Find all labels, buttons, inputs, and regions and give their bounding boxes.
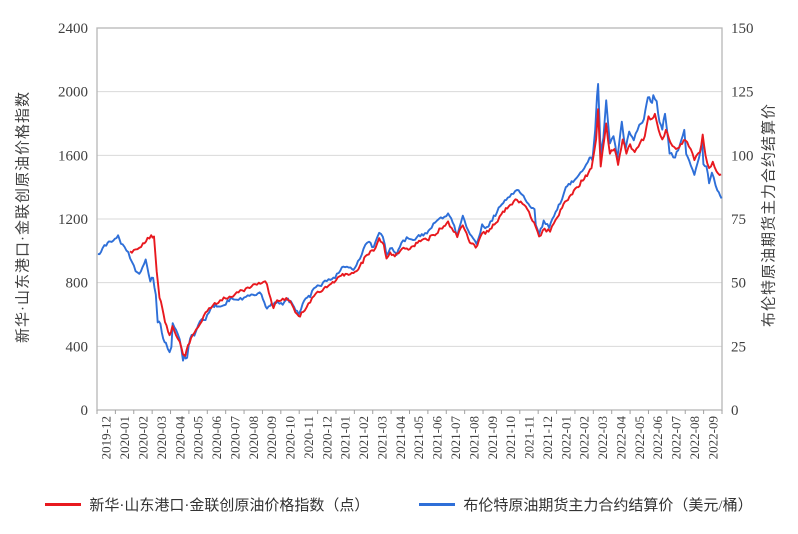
x-tick-label: 2020-02 <box>136 416 151 459</box>
x-tick-label: 2020-06 <box>209 416 224 460</box>
x-tick-label: 2021-08 <box>466 416 481 459</box>
x-tick-label: 2020-07 <box>227 416 242 460</box>
x-tick-label: 2021-09 <box>485 416 500 459</box>
y-right-tick-label: 125 <box>731 85 754 101</box>
x-tick-label: 2019-12 <box>99 416 114 459</box>
x-tick-label: 2021-02 <box>356 416 371 459</box>
x-tick-label: 2022-04 <box>613 416 628 460</box>
legend-label-brent: 布伦特原油期货主力合约结算价（美元/桶） <box>463 498 753 514</box>
y-right-tick-label: 100 <box>731 148 754 164</box>
legend-label-index: 新华·山东港口·金联创原油价格指数（点） <box>89 498 370 514</box>
x-tick-label: 2020-12 <box>319 416 334 459</box>
y-left-tick-label: 2400 <box>58 21 88 37</box>
y-right-tick-label: 50 <box>731 276 746 292</box>
y-left-tick-label: 1200 <box>58 212 88 228</box>
x-tick-label: 2020-04 <box>172 416 187 460</box>
y-right-tick-label: 75 <box>731 212 746 228</box>
brent-line-swatch <box>419 503 456 506</box>
x-tick-label: 2022-06 <box>650 416 665 460</box>
x-tick-label: 2021-05 <box>411 416 426 459</box>
x-tick-label: 2021-06 <box>430 416 445 460</box>
x-tick-label: 2020-09 <box>264 416 279 459</box>
x-tick-label: 2022-05 <box>632 416 647 459</box>
x-tick-label: 2021-07 <box>448 416 463 460</box>
x-tick-label: 2022-03 <box>595 416 610 459</box>
legend-item-index: 新华·山东港口·金联创原油价格指数（点） <box>45 494 369 515</box>
index-line <box>129 108 722 357</box>
x-tick-label: 2021-10 <box>503 416 518 459</box>
y-left-tick-label: 800 <box>66 276 89 292</box>
x-tick-label: 2020-05 <box>191 416 206 459</box>
y-left-tick-label: 400 <box>66 339 89 355</box>
x-tick-label: 2020-11 <box>301 416 316 459</box>
x-tick-label: 2020-08 <box>246 416 261 459</box>
x-tick-label: 2020-10 <box>283 416 298 459</box>
chart-legend: 新华·山东港口·金联创原油价格指数（点） 布伦特原油期货主力合约结算价（美元/桶… <box>0 494 798 515</box>
x-tick-label: 2021-03 <box>374 416 389 459</box>
x-tick-label: 2021-04 <box>393 416 408 460</box>
x-tick-label: 2021-11 <box>522 416 537 459</box>
x-tick-label: 2022-01 <box>558 416 573 459</box>
x-tick-label: 2021-01 <box>338 416 353 459</box>
y-right-axis-title: 布伦特原油期货主力合约结算价 <box>761 102 778 328</box>
x-tick-label: 2022-07 <box>669 416 684 460</box>
y-left-tick-label: 2000 <box>58 85 88 101</box>
y-left-tick-label: 1600 <box>58 148 88 164</box>
x-tick-label: 2022-09 <box>705 416 720 459</box>
y-left-axis-title: 新华·山东港口·金联创原油价格指数 <box>15 91 32 343</box>
y-right-tick-label: 0 <box>731 403 739 419</box>
x-tick-label: 2021-12 <box>540 416 555 459</box>
y-left-tick-label: 0 <box>81 403 89 419</box>
y-right-tick-label: 25 <box>731 339 746 355</box>
x-tick-label: 2020-01 <box>117 416 132 459</box>
x-tick-label: 2022-02 <box>577 416 592 459</box>
index-line-swatch <box>45 503 82 506</box>
y-right-tick-label: 150 <box>731 21 754 37</box>
x-tick-label: 2020-03 <box>154 416 169 459</box>
brent-line <box>97 83 723 362</box>
x-tick-label: 2022-08 <box>687 416 702 459</box>
legend-item-brent: 布伦特原油期货主力合约结算价（美元/桶） <box>419 494 753 515</box>
